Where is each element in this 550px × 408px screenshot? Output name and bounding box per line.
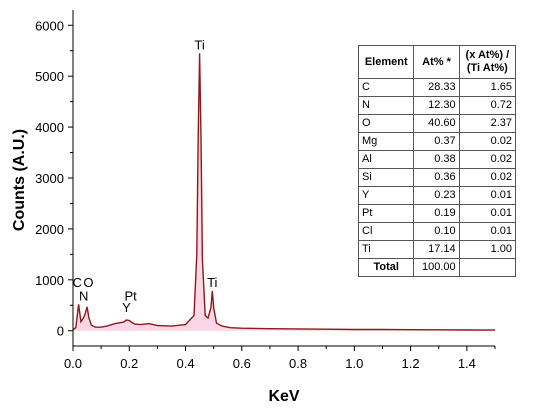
atomic-percent-cell: 0.38 [413, 150, 460, 169]
x-axis-title: KeV [268, 388, 299, 405]
x-tick-label: 0.6 [233, 356, 251, 371]
total-empty-cell [458, 258, 517, 277]
peak-label: Ti [207, 275, 217, 290]
y-tick-label: 1000 [35, 273, 64, 288]
y-tick-label: 2000 [35, 222, 64, 237]
x-tick-label: 1.4 [458, 356, 476, 371]
x-tick-label: 1.2 [402, 356, 420, 371]
ratio-cell: 0.01 [458, 204, 517, 223]
element-cell: Y [357, 186, 415, 205]
atomic-percent-cell: 12.30 [413, 96, 460, 115]
column-header-element: Element [357, 45, 415, 79]
table-row: Mg 0.37 0.02 [357, 132, 517, 151]
table-row: Pt 0.19 0.01 [357, 204, 517, 223]
x-tick-label: 0.0 [64, 356, 82, 371]
element-composition-table: Element At% * (x At%) / (Ti At%) C 28.33 1… [357, 45, 517, 277]
element-cell: Si [357, 168, 415, 187]
peak-label: Pt [125, 288, 138, 303]
element-cell: Al [357, 150, 415, 169]
table-row: Ti 17.14 1.00 [357, 240, 517, 259]
y-tick-label: 6000 [35, 18, 64, 33]
x-tick-label: 0.8 [289, 356, 307, 371]
peak-label: O [83, 275, 93, 290]
table-row: Si 0.36 0.02 [357, 168, 517, 187]
ratio-cell: 0.01 [458, 222, 517, 241]
table-body: C 28.33 1.65 N 12.30 0.72 O 40.60 2.37 Mg 0.37 0.02… [357, 78, 517, 259]
table-total-row: Total 100.00 [357, 258, 517, 277]
atomic-percent-cell: 0.19 [413, 204, 460, 223]
element-cell: Mg [357, 132, 415, 151]
ratio-cell: 0.72 [458, 96, 517, 115]
peak-annotations: Ti Ti C ON PtY [73, 37, 218, 315]
table-row: C 28.33 1.65 [357, 78, 517, 97]
element-cell: C [357, 78, 415, 97]
table-row: N 12.30 0.72 [357, 96, 517, 115]
y-tick-label: 3000 [35, 171, 64, 186]
ratio-cell: 2.37 [458, 114, 517, 133]
atomic-percent-cell: 0.37 [413, 132, 460, 151]
y-axis: 0 1000 2000 3000 4000 5000 6000 [35, 10, 74, 346]
y-tick-label: 0 [57, 324, 64, 339]
element-cell: Pt [357, 204, 415, 223]
ratio-cell: 0.02 [458, 132, 517, 151]
x-tick-label: 0.2 [120, 356, 138, 371]
x-tick-label: 0.4 [176, 356, 194, 371]
table-header-row: Element At% * (x At%) / (Ti At%) [357, 45, 517, 79]
element-cell: N [357, 96, 415, 115]
table-row: Y 0.23 0.01 [357, 186, 517, 205]
table-row: Cl 0.10 0.01 [357, 222, 517, 241]
column-header-atomic-percent: At% * [413, 45, 460, 79]
plot-area [72, 53, 496, 331]
atomic-percent-cell: 0.10 [413, 222, 460, 241]
element-cell: Ti [357, 240, 415, 259]
ratio-cell: 0.02 [458, 150, 517, 169]
peak-label: Y [122, 300, 131, 315]
peak-label: C [73, 275, 82, 290]
atomic-percent-cell: 17.14 [413, 240, 460, 259]
peak-label: Ti [194, 37, 204, 52]
x-axis: 0.0 0.2 0.4 0.6 0.8 1.0 1.2 1.4 [64, 345, 496, 371]
element-cell: Cl [357, 222, 415, 241]
table-row: Al 0.38 0.02 [357, 150, 517, 169]
atomic-percent-cell: 0.36 [413, 168, 460, 187]
column-header-ratio: (x At%) / (Ti At%) [458, 45, 517, 79]
ratio-cell: 1.65 [458, 78, 517, 97]
table-row: O 40.60 2.37 [357, 114, 517, 133]
total-value: 100.00 [413, 258, 460, 277]
atomic-percent-cell: 28.33 [413, 78, 460, 97]
y-tick-label: 5000 [35, 69, 64, 84]
element-cell: O [357, 114, 415, 133]
y-axis-title: Counts (A.U.) [11, 129, 28, 231]
y-tick-label: 4000 [35, 120, 64, 135]
atomic-percent-cell: 0.23 [413, 186, 460, 205]
x-tick-label: 1.0 [345, 356, 363, 371]
spectrum-line [72, 53, 496, 331]
ratio-cell: 0.02 [458, 168, 517, 187]
total-label: Total [357, 258, 415, 277]
ratio-cell: 1.00 [458, 240, 517, 259]
atomic-percent-cell: 40.60 [413, 114, 460, 133]
peak-label: N [79, 288, 88, 303]
ratio-cell: 0.01 [458, 186, 517, 205]
